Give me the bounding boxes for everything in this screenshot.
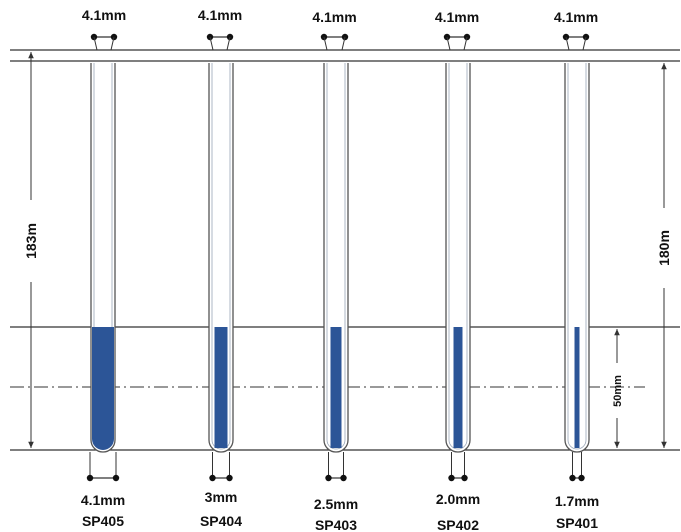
bottom-diameter-dot — [448, 474, 455, 482]
tube-model-label: SP405 — [82, 513, 124, 529]
bottom-diameter-label: 1.7mm — [555, 493, 599, 509]
bottom-diameter-dot — [569, 474, 576, 482]
tube-model-label: SP402 — [437, 517, 479, 532]
tube-model-label: SP401 — [556, 515, 598, 531]
tube-inner-wall — [567, 63, 587, 450]
bottom-diameter-dot — [325, 474, 332, 482]
top-diameter-label: 4.1mm — [435, 9, 479, 25]
tube-sp401: 4.1mm 1.7mm SP401 — [554, 9, 599, 531]
left-height-label: 183m — [23, 223, 39, 259]
top-diameter-leader — [226, 36, 231, 51]
bottom-diameter-dot — [461, 474, 468, 482]
tube-inner-wall — [211, 63, 231, 450]
top-diameter-label: 4.1mm — [198, 7, 242, 23]
bottom-diameter-dot — [209, 474, 216, 482]
tube-fill — [453, 327, 463, 448]
top-diameter-leader — [209, 36, 214, 51]
bottom-diameter-label: 2.5mm — [314, 496, 358, 512]
tube-fill — [92, 327, 114, 450]
tube-outline — [323, 63, 349, 453]
tube-inner-wall — [326, 63, 346, 450]
tube-fill — [574, 327, 580, 448]
tube-sp403: 4.1mm 2.5mm SP403 — [312, 9, 358, 532]
top-diameter-leader — [582, 36, 587, 51]
top-diameter-leader — [341, 36, 346, 51]
bottom-diameter-label: 4.1mm — [81, 492, 125, 508]
top-diameter-leader — [446, 36, 451, 51]
top-diameter-leader — [93, 36, 98, 51]
tube-fill — [330, 327, 342, 448]
bottom-diameter-dot — [578, 474, 585, 482]
top-diameter-leader — [323, 36, 328, 51]
tube-outline — [445, 63, 471, 453]
bottom-diameter-dot — [226, 474, 233, 482]
tube-inner-wall — [448, 63, 468, 450]
right-height-label: 180m — [656, 230, 672, 266]
tube-outline — [564, 63, 590, 453]
tube-fill — [214, 327, 228, 448]
bottom-diameter-label: 2.0mm — [436, 491, 480, 507]
tubes-group: 4.1mm 4.1mm SP405 4.1mm 3mm SP404 4.1mm 2.5mm SP… — [81, 7, 599, 532]
tube-model-label: SP403 — [315, 517, 357, 532]
bottom-diameter-dot — [86, 474, 94, 482]
bottom-diameter-dot — [112, 474, 120, 482]
tube-model-label: SP404 — [200, 513, 242, 529]
top-diameter-label: 4.1mm — [82, 7, 126, 23]
bottom-diameter-dot — [340, 474, 347, 482]
top-diameter-leader — [110, 36, 115, 51]
top-diameter-leader — [463, 36, 468, 51]
tube-sp405: 4.1mm 4.1mm SP405 — [81, 7, 126, 529]
top-diameter-leader — [565, 36, 570, 51]
tube-sp404: 4.1mm 3mm SP404 — [198, 7, 242, 529]
top-diameter-label: 4.1mm — [554, 9, 598, 25]
fill-height-label: 50mm — [612, 375, 624, 407]
top-diameter-label: 4.1mm — [312, 9, 356, 25]
bottom-diameter-label: 3mm — [205, 489, 238, 505]
tube-sp402: 4.1mm 2.0mm SP402 — [435, 9, 480, 532]
